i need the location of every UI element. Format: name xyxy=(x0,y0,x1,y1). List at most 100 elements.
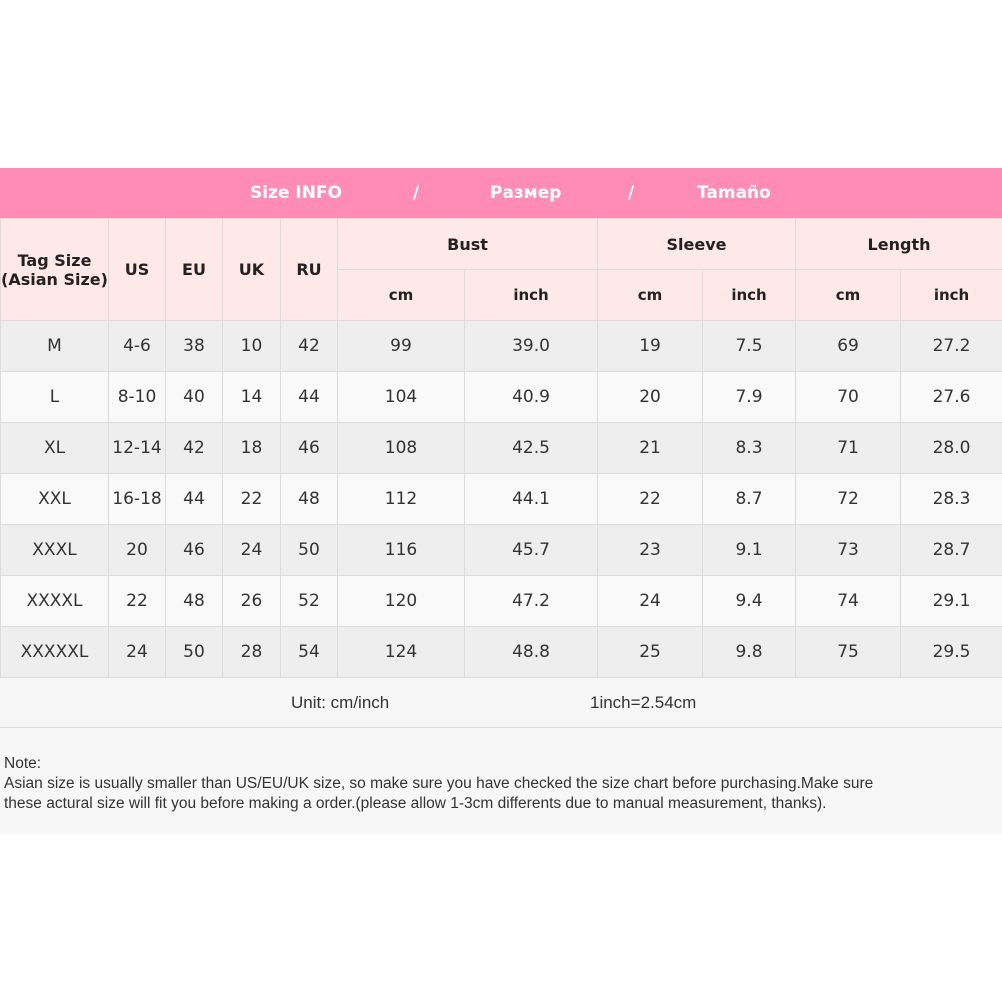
table-cell: 39.0 xyxy=(463,320,599,372)
table-cell: L xyxy=(0,371,109,423)
table-row: XXL 16-18 44 22 48 112 44.1 22 8.7 72 28.3 xyxy=(0,473,1002,525)
table-cell: 40 xyxy=(165,371,223,423)
unit-row: Unit: cm/inch 1inch=2.54cm xyxy=(0,678,1002,728)
table-cell: 108 xyxy=(337,422,465,474)
note-line: these actural size will fit you before m… xyxy=(4,795,827,812)
header-eu: EU xyxy=(165,218,223,321)
table-cell: 9.1 xyxy=(702,524,797,576)
table-cell: 22 xyxy=(597,473,704,525)
table-cell: 44.1 xyxy=(463,473,599,525)
table-cell: 69 xyxy=(795,320,902,372)
table-cell: 7.5 xyxy=(702,320,797,372)
header-us: US xyxy=(108,218,166,321)
unit-label: Unit: cm/inch xyxy=(291,693,390,712)
table-cell: 20 xyxy=(108,524,166,576)
table-cell: 52 xyxy=(280,575,338,627)
table-cell: 54 xyxy=(280,626,338,678)
table-cell: XXXXXL xyxy=(0,626,109,678)
table-cell: 120 xyxy=(337,575,465,627)
table-row: M 4-6 38 10 42 99 39.0 19 7.5 69 27.2 xyxy=(0,320,1002,372)
table-cell: 29.5 xyxy=(900,626,1002,678)
size-table: Tag Size (Asian Size) US EU UK RU Bust Sl… xyxy=(0,218,1002,678)
table-cell: 46 xyxy=(165,524,223,576)
size-chart: Size INFO / Размер / Tamaño Tag Size (Asi… xyxy=(0,168,1002,834)
table-cell: 40.9 xyxy=(463,371,599,423)
table-cell: 8-10 xyxy=(108,371,166,423)
table-cell: 116 xyxy=(337,524,465,576)
table-cell: 24 xyxy=(222,524,281,576)
table-cell: 9.8 xyxy=(702,626,797,678)
table-cell: 8.3 xyxy=(702,422,797,474)
table-cell: 4-6 xyxy=(108,320,166,372)
table-cell: 99 xyxy=(337,320,465,372)
table-cell: 72 xyxy=(795,473,902,525)
table-cell: 70 xyxy=(795,371,902,423)
subheader-inch: inch xyxy=(900,269,1002,321)
header-tag-size: Tag Size (Asian Size) xyxy=(0,218,109,321)
subheader-cm: cm xyxy=(337,269,465,321)
title-bar: Size INFO / Размер / Tamaño xyxy=(0,168,1002,218)
table-cell: 12-14 xyxy=(108,422,166,474)
table-cell: XXL xyxy=(0,473,109,525)
header-length: Length xyxy=(795,218,1002,270)
table-cell: 28.3 xyxy=(900,473,1002,525)
table-cell: 46 xyxy=(280,422,338,474)
header-bust: Bust xyxy=(336,218,599,270)
subheader-inch: inch xyxy=(463,269,599,321)
table-cell: 20 xyxy=(597,371,704,423)
table-row: XXXXXL 24 50 28 54 124 48.8 25 9.8 75 29.5 xyxy=(0,626,1002,678)
title-separator: / xyxy=(628,183,635,203)
table-cell: 42.5 xyxy=(463,422,599,474)
table-cell: 24 xyxy=(597,575,704,627)
table-cell: 27.2 xyxy=(900,320,1002,372)
table-cell: 71 xyxy=(795,422,902,474)
table-row: XXXXL 22 48 26 52 120 47.2 24 9.4 74 29.1 xyxy=(0,575,1002,627)
table-cell: 50 xyxy=(280,524,338,576)
subheader-inch: inch xyxy=(702,269,797,321)
title-es: Tamaño xyxy=(697,183,771,203)
table-row: XL 12-14 42 18 46 108 42.5 21 8.3 71 28.0 xyxy=(0,422,1002,474)
title-en: Size INFO xyxy=(250,183,343,203)
table-cell: 38 xyxy=(165,320,223,372)
note: Note: Asian size is usually smaller than… xyxy=(0,728,1002,834)
note-line: Asian size is usually smaller than US/EU… xyxy=(4,775,874,792)
table-cell: 124 xyxy=(337,626,465,678)
title-separator: / xyxy=(413,183,420,203)
table-cell: 104 xyxy=(337,371,465,423)
table-cell: 73 xyxy=(795,524,902,576)
header-sleeve: Sleeve xyxy=(597,218,797,270)
table-cell: 29.1 xyxy=(900,575,1002,627)
note-label: Note: xyxy=(4,755,42,772)
table-cell: XL xyxy=(0,422,109,474)
table-cell: 50 xyxy=(165,626,223,678)
table-cell: 112 xyxy=(337,473,465,525)
table-cell: 44 xyxy=(280,371,338,423)
table-cell: 45.7 xyxy=(463,524,599,576)
table-cell: 22 xyxy=(222,473,281,525)
table-cell: 28.7 xyxy=(900,524,1002,576)
table-cell: 24 xyxy=(108,626,166,678)
subheader-cm: cm xyxy=(795,269,902,321)
subheader-cm: cm xyxy=(597,269,704,321)
table-cell: 74 xyxy=(795,575,902,627)
table-cell: XXXXL xyxy=(0,575,109,627)
title-ru: Размер xyxy=(490,183,562,203)
table-cell: M xyxy=(0,320,109,372)
table-cell: 42 xyxy=(280,320,338,372)
conversion-label: 1inch=2.54cm xyxy=(590,693,697,712)
header-ru: RU xyxy=(280,218,338,321)
table-cell: 9.4 xyxy=(702,575,797,627)
table-cell: 22 xyxy=(108,575,166,627)
table-row: XXXL 20 46 24 50 116 45.7 23 9.1 73 28.7 xyxy=(0,524,1002,576)
table-cell: 8.7 xyxy=(702,473,797,525)
table-cell: 25 xyxy=(597,626,704,678)
table-cell: 23 xyxy=(597,524,704,576)
table-row: L 8-10 40 14 44 104 40.9 20 7.9 70 27.6 xyxy=(0,371,1002,423)
subheader-row: cm inch cm inch cm inch xyxy=(1,269,1002,321)
header-uk: UK xyxy=(222,218,281,321)
table-cell: 21 xyxy=(597,422,704,474)
table-cell: 28 xyxy=(222,626,281,678)
table-cell: 48 xyxy=(165,575,223,627)
table-cell: 47.2 xyxy=(463,575,599,627)
table-cell: 44 xyxy=(165,473,223,525)
